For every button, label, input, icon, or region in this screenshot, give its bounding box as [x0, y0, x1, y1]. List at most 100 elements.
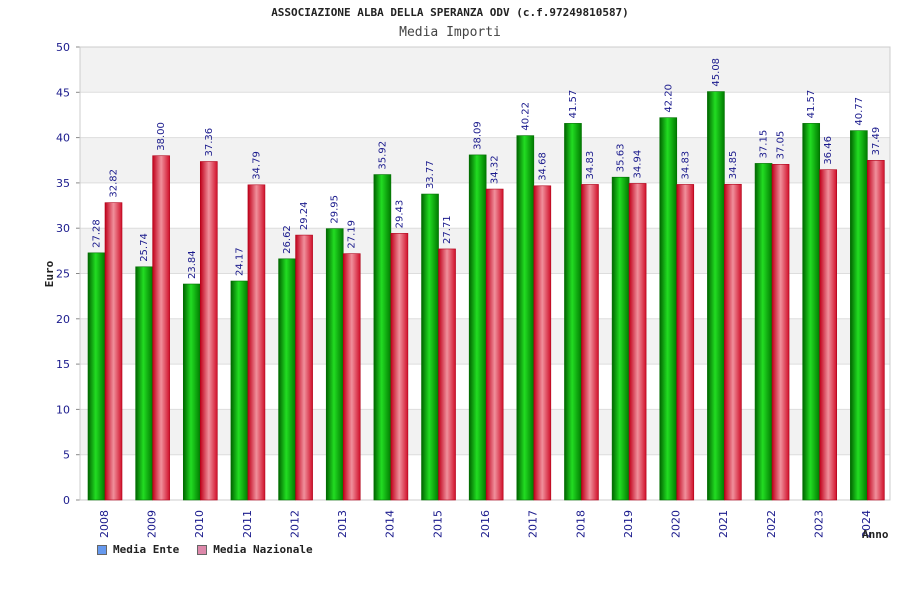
x-tick-label: 2020 — [670, 510, 683, 538]
x-tick-label: 2024 — [860, 510, 873, 538]
bar-media-ente — [611, 176, 630, 501]
x-tick-label: 2018 — [574, 510, 587, 538]
y-tick-label: 25 — [56, 268, 70, 281]
y-tick-label: 20 — [56, 313, 70, 326]
data-label-media-nazionale: 37.49 — [871, 127, 882, 156]
bar-media-ente — [230, 280, 249, 501]
bar-media-nazionale — [295, 234, 313, 501]
x-tick-label: 2010 — [193, 510, 206, 538]
bar-media-nazionale — [724, 183, 742, 501]
data-label-media-nazionale: 37.36 — [204, 128, 215, 157]
bar-media-nazionale — [819, 169, 838, 501]
data-label-media-ente: 38.09 — [473, 121, 484, 150]
y-tick-label: 0 — [63, 494, 70, 507]
x-axis-label: Anno — [862, 528, 889, 541]
bar-media-ente — [135, 266, 153, 501]
chart-title: ASSOCIAZIONE ALBA DELLA SPERANZA ODV (c.… — [271, 6, 629, 19]
data-label-media-ente: 23.84 — [187, 250, 198, 279]
grid-band — [80, 47, 890, 93]
bar-media-nazionale — [199, 161, 218, 501]
data-label-media-ente: 35.92 — [377, 141, 388, 170]
data-label-media-ente: 24.17 — [234, 247, 245, 276]
legend-label-nazionale: Media Nazionale — [213, 543, 313, 556]
data-label-media-ente: 35.63 — [616, 144, 627, 173]
bar-media-nazionale — [152, 155, 170, 501]
chart-subtitle: Media Importi — [399, 25, 501, 40]
x-tick-label: 2017 — [527, 510, 540, 538]
data-label-media-nazionale: 34.83 — [585, 151, 596, 180]
bar-media-nazionale — [867, 160, 885, 501]
y-tick-label: 40 — [56, 132, 70, 145]
x-tick-label: 2016 — [479, 510, 492, 538]
x-tick-label: 2019 — [622, 510, 635, 538]
bar-media-ente — [87, 252, 106, 501]
x-tick-label: 2014 — [384, 510, 397, 538]
bar-media-nazionale — [581, 184, 599, 501]
x-tick-label: 2021 — [717, 510, 730, 538]
data-label-media-ente: 26.62 — [282, 225, 293, 254]
bar-media-ente — [468, 154, 487, 501]
data-label-media-nazionale: 38.00 — [156, 122, 167, 151]
bar-media-nazionale — [247, 184, 266, 501]
bar-media-ente — [516, 135, 535, 501]
y-tick-label: 5 — [63, 449, 70, 462]
x-tick-label: 2009 — [145, 510, 158, 538]
bar-media-nazionale — [771, 164, 790, 501]
bar-media-nazionale — [676, 184, 695, 501]
legend-swatch-ente — [97, 544, 107, 555]
data-label-media-ente: 41.57 — [568, 90, 579, 119]
y-tick-label: 45 — [56, 86, 70, 99]
data-label-media-nazionale: 34.68 — [537, 152, 548, 181]
data-label-media-ente: 40.77 — [854, 97, 865, 126]
data-label-media-ente: 33.77 — [425, 160, 436, 189]
x-tick-label: 2022 — [765, 510, 778, 538]
bar-media-ente — [278, 258, 296, 501]
bar-media-ente — [802, 123, 821, 501]
legend: Media Ente Media Nazionale — [97, 543, 313, 556]
data-label-media-nazionale: 29.24 — [299, 201, 310, 230]
data-label-media-ente: 40.22 — [520, 102, 531, 131]
bar-media-ente — [373, 174, 392, 501]
bar-media-ente — [325, 228, 344, 501]
y-tick-label: 15 — [56, 358, 70, 371]
data-label-media-nazionale: 27.71 — [442, 215, 453, 244]
y-tick-label: 50 — [56, 41, 70, 54]
bar-media-ente — [850, 130, 868, 501]
data-label-media-nazionale: 36.46 — [823, 136, 834, 165]
data-label-media-nazionale: 29.43 — [394, 200, 405, 229]
data-label-media-nazionale: 34.32 — [490, 155, 501, 184]
bar-media-ente — [564, 123, 582, 501]
bar-media-nazionale — [438, 248, 456, 501]
legend-swatch-nazionale — [197, 544, 208, 555]
bar-media-ente — [754, 163, 773, 501]
x-tick-label: 2008 — [98, 510, 111, 538]
x-tick-label: 2011 — [241, 510, 254, 538]
data-label-media-nazionale: 32.82 — [109, 169, 120, 198]
bar-media-nazionale — [628, 183, 647, 501]
data-label-media-ente: 27.28 — [92, 219, 103, 248]
y-tick-label: 35 — [56, 177, 70, 190]
data-label-media-ente: 29.95 — [330, 195, 341, 224]
bar-media-nazionale — [390, 233, 409, 501]
data-label-media-ente: 37.15 — [759, 130, 770, 159]
bar-media-ente — [421, 193, 439, 501]
legend-item-nazionale: Media Nazionale — [197, 543, 313, 556]
x-tick-label: 2013 — [336, 510, 349, 538]
x-tick-label: 2023 — [813, 510, 826, 538]
bar-media-nazionale — [104, 202, 123, 501]
data-label-media-ente: 42.20 — [663, 84, 674, 113]
data-label-media-nazionale: 34.79 — [251, 151, 262, 180]
y-tick-label: 30 — [56, 222, 70, 235]
y-tick-label: 10 — [56, 403, 70, 416]
bar-media-ente — [659, 117, 678, 501]
data-label-media-ente: 41.57 — [806, 90, 817, 119]
bar-media-nazionale — [485, 188, 504, 501]
bar-media-ente — [182, 283, 201, 501]
data-label-media-nazionale: 34.83 — [680, 151, 691, 180]
data-label-media-nazionale: 34.94 — [633, 150, 644, 179]
data-label-media-ente: 25.74 — [139, 233, 150, 262]
x-tick-label: 2012 — [288, 510, 301, 538]
data-label-media-nazionale: 34.85 — [728, 151, 739, 180]
data-label-media-ente: 45.08 — [711, 58, 722, 87]
